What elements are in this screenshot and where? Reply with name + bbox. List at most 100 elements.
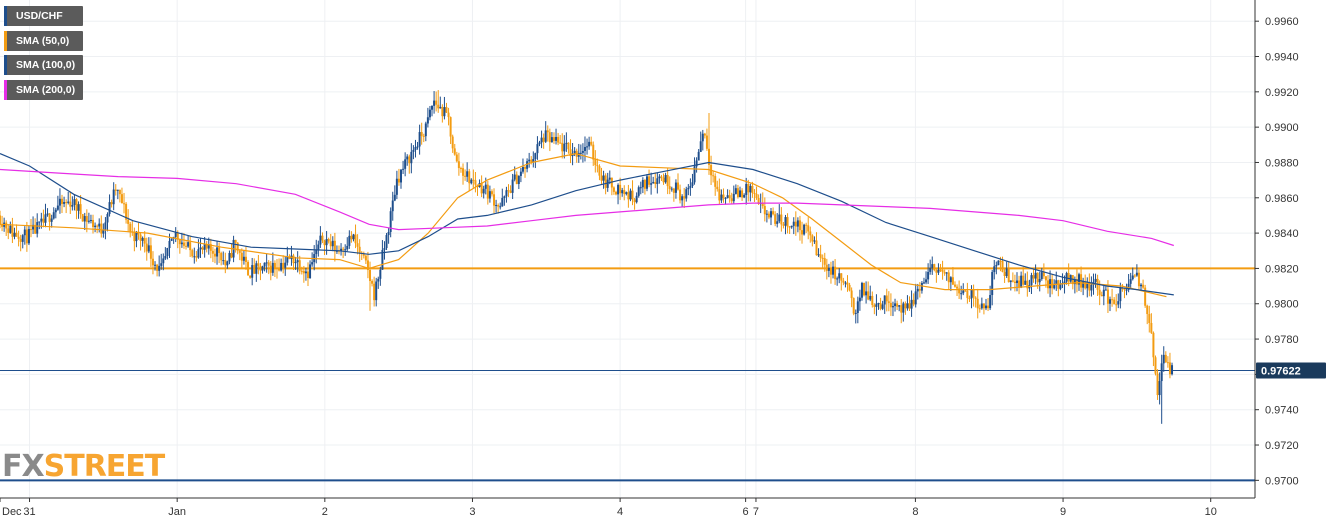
candle-body (902, 303, 905, 313)
candle-body (951, 277, 954, 285)
candle-body (383, 248, 386, 250)
candle-body (854, 312, 857, 314)
candle-body (1152, 332, 1155, 358)
x-tick-label: Jan (168, 506, 186, 518)
candle-body (325, 238, 328, 246)
x-tick-label: 4 (617, 506, 623, 518)
candle-body (869, 295, 872, 300)
candle-body (850, 290, 853, 299)
candle-body (652, 181, 655, 184)
candle-body (143, 237, 146, 244)
candle-body (801, 230, 804, 235)
candle-body (821, 257, 824, 259)
candle-body (743, 194, 746, 198)
candle-body (980, 303, 983, 309)
candle-body (778, 214, 781, 222)
candle-body (1168, 362, 1171, 375)
candle-body (309, 264, 312, 279)
candle-body (358, 246, 361, 253)
candle-body (7, 228, 10, 233)
legend-sma-100[interactable]: SMA (100,0) (4, 55, 84, 75)
candle-body (639, 187, 642, 189)
candle-body (815, 240, 818, 256)
candle-body (716, 186, 719, 190)
candle-body (319, 235, 322, 245)
candle-body (604, 175, 607, 188)
x-tick-label: 3 (469, 506, 475, 518)
legend-usdchf[interactable]: USD/CHF (4, 6, 84, 26)
candle-body (344, 249, 347, 251)
candle-body (922, 282, 925, 284)
candle-body (19, 238, 22, 242)
candle-body (1046, 280, 1049, 289)
candle-body (765, 213, 768, 215)
candle-body (546, 130, 549, 133)
candle-body (780, 214, 783, 225)
candle-body (1003, 271, 1006, 276)
candle-body (627, 192, 630, 200)
candle-body (933, 264, 936, 271)
candle-body (154, 264, 157, 266)
candle-body (404, 159, 407, 169)
legend-label: SMA (50,0) (16, 34, 70, 47)
candle-body (408, 156, 411, 164)
candle-body (412, 149, 415, 152)
candle-body (679, 189, 682, 201)
candle-body (251, 265, 254, 278)
candle-body (881, 304, 884, 309)
candle-body (79, 204, 82, 215)
candle-body (439, 106, 442, 109)
legend-sma-50[interactable]: SMA (50,0) (4, 30, 84, 51)
candle-body (102, 229, 105, 234)
candle-body (625, 192, 628, 195)
candle-body (939, 269, 942, 271)
candle-body (1090, 284, 1093, 291)
candle-body (1073, 279, 1076, 285)
candle-body (1026, 280, 1029, 289)
candle-body (666, 175, 669, 187)
candle-body (1109, 299, 1112, 304)
candle-body (602, 175, 605, 181)
y-tick-label: 0.9840 (1265, 228, 1299, 240)
candle-body (588, 141, 591, 147)
candle-body (1042, 272, 1045, 277)
candle-body (643, 179, 646, 189)
candle-body (114, 189, 117, 191)
candle-body (472, 179, 475, 181)
candle-body (693, 166, 696, 183)
candle-body (660, 176, 663, 178)
candle-body (664, 175, 667, 183)
legend-sma-200[interactable]: SMA (200,0) (4, 79, 84, 100)
candle-body (488, 191, 491, 199)
candle-body (790, 225, 793, 228)
candle-body (501, 197, 504, 207)
candle-body (104, 222, 107, 230)
candle-body (908, 303, 911, 309)
candle-body (224, 260, 227, 266)
candle-body (46, 213, 49, 215)
candle-body (724, 197, 727, 199)
candle-body (598, 166, 601, 176)
candle-body (466, 171, 469, 177)
candle-body (410, 151, 413, 164)
candle-body (213, 253, 216, 257)
candle-body (54, 209, 57, 213)
x-tick-label: Dec (2, 506, 22, 518)
candle-body (61, 198, 64, 204)
candle-body (273, 262, 276, 268)
candle-body (468, 171, 471, 184)
candle-body (747, 184, 750, 193)
candle-body (133, 232, 136, 242)
candle-body (304, 271, 307, 274)
candle-body (120, 194, 123, 204)
candle-body (943, 272, 946, 274)
candle-body (327, 238, 330, 242)
candle-body (1106, 289, 1109, 304)
current-price-box (1256, 362, 1326, 379)
candle-body (230, 253, 233, 258)
candle-body (528, 159, 531, 162)
current-price-tag: 0.97622 (1256, 362, 1326, 379)
candle-body (1044, 276, 1047, 281)
candle-body (244, 256, 247, 262)
